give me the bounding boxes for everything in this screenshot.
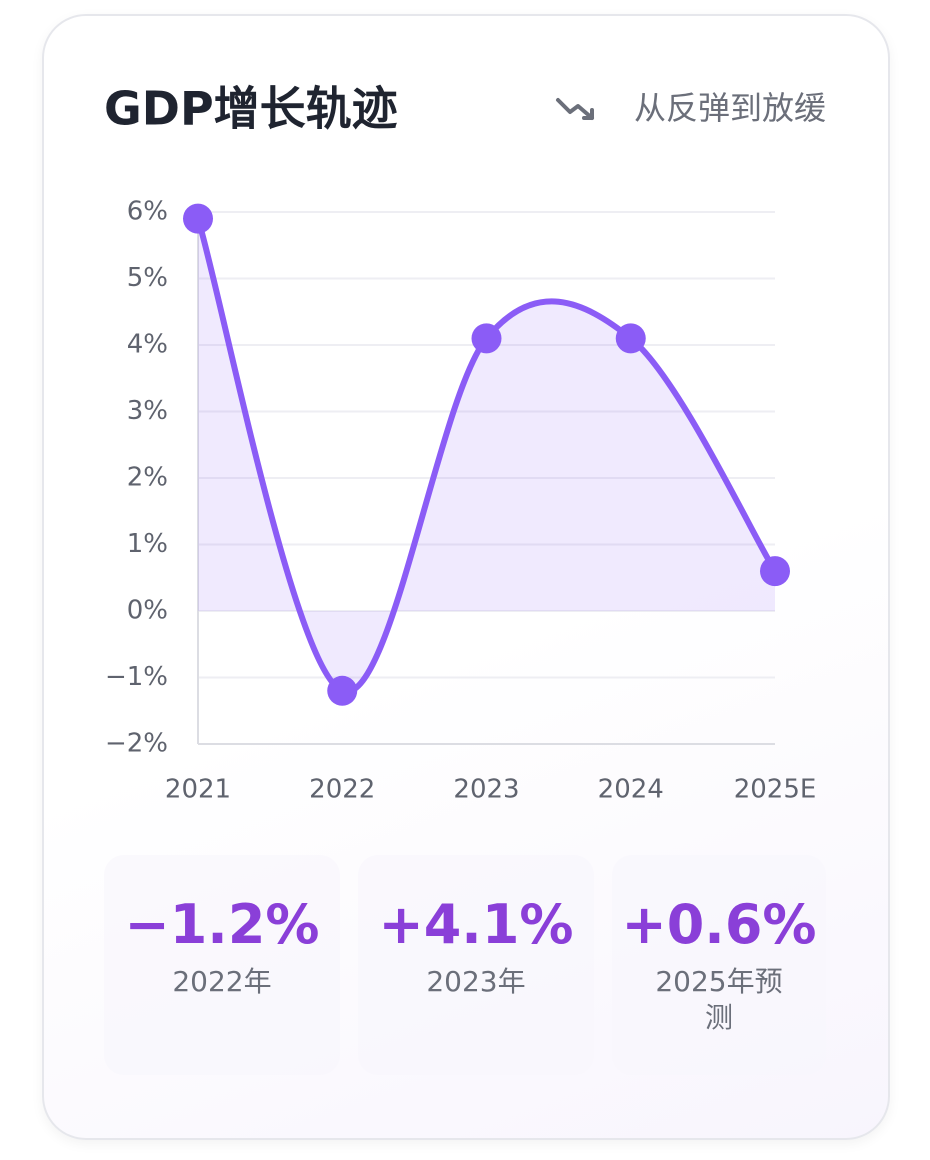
y-tick-label: 2% [127,463,168,493]
x-tick-label: 2021 [165,775,231,805]
highlight-label: 2025年预测 [655,965,783,1034]
point [183,203,213,234]
point [760,556,790,587]
y-tick-label: 4% [127,330,168,360]
x-tick-label: 2024 [598,775,664,805]
x-tick-label: 2023 [453,775,519,805]
highlight-card: +4.1% 2023年 [358,855,594,1075]
y-tick-label: 5% [127,263,168,293]
y-tick-label: 1% [127,529,168,559]
chart-subtitle: 从反弹到放缓 [634,89,826,127]
y-tick-label: 6% [127,197,168,227]
y-tick-label: −2% [105,729,168,759]
highlight-label: 2023年 [426,965,526,998]
x-tick-label: 2025E [734,775,817,805]
point [471,323,502,354]
chart-title: GDP增长轨迹 [104,82,398,136]
highlight-card: +0.6% 2025年预测 [612,855,826,1075]
highlight-value: +0.6% [621,893,817,956]
y-tick-label: 3% [127,396,168,426]
highlight-value: −1.2% [124,893,320,956]
area-fill [198,218,775,692]
trend-icon-head [582,108,594,120]
line [195,215,778,695]
highlight-card: −1.2% 2022年 [104,855,340,1075]
highlight-value: +4.1% [378,893,574,956]
y-tick-label: 0% [127,596,168,626]
x-tick-label: 2022 [309,775,375,805]
y-tick-label: −1% [105,662,168,692]
point [615,323,646,354]
point [327,675,358,706]
highlight-label: 2022年 [172,965,272,998]
trend-icon [556,98,594,120]
